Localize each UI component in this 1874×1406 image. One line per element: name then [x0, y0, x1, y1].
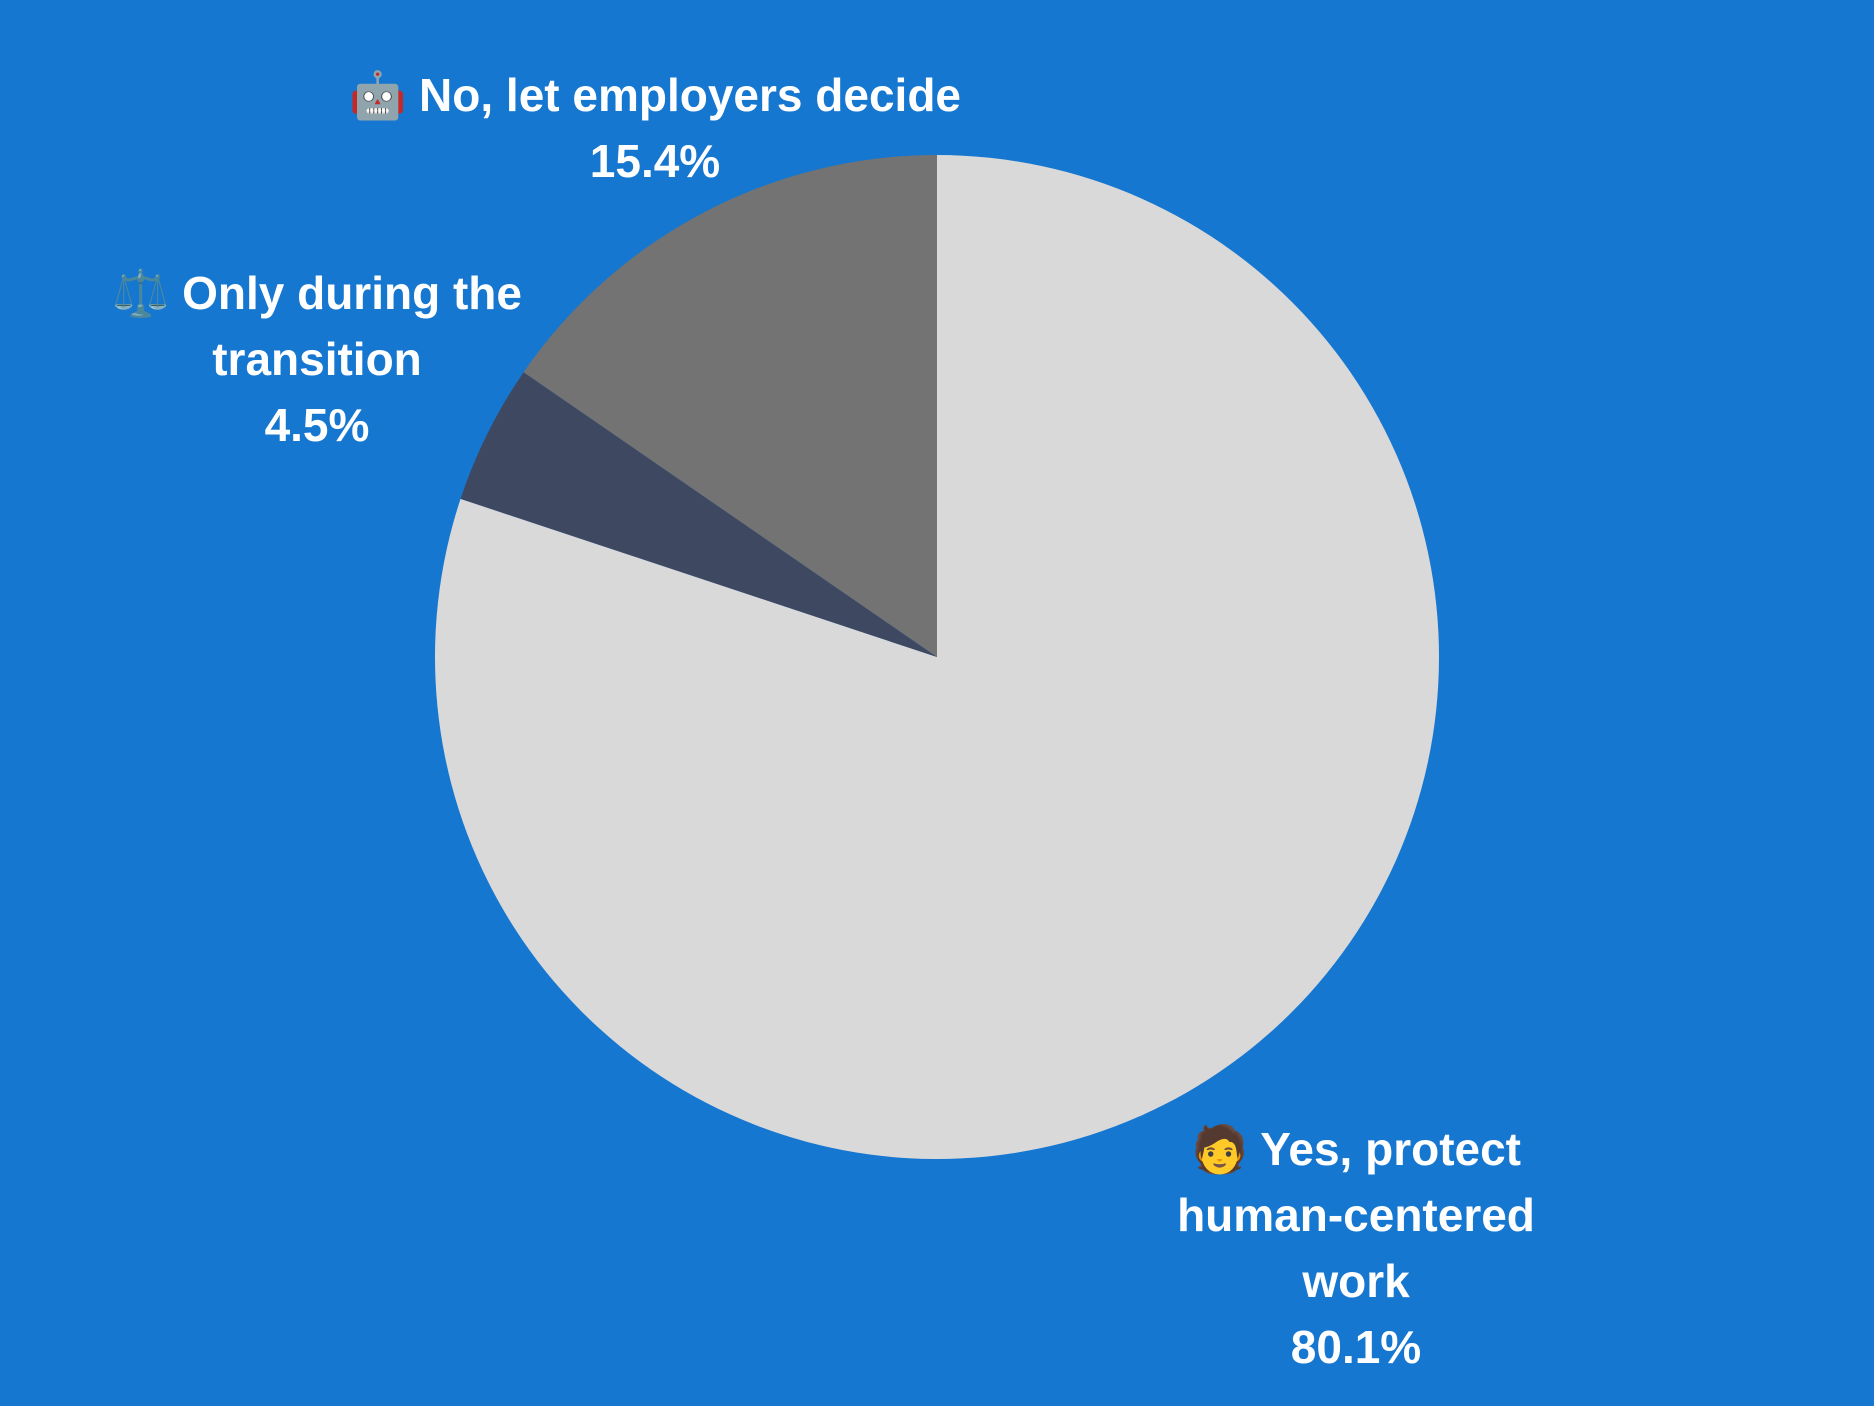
pie-slice [435, 155, 1439, 1160]
value-label: 15.4% [589, 135, 721, 187]
category-label: 🤖 No, let employers decide [348, 69, 961, 121]
category-label: ⚖️ Only during the transition [112, 267, 522, 385]
slice-label: 🧑 Yes, protect human-centered work 80.1% [1136, 1116, 1576, 1380]
category-label: 🧑 Yes, protect human-centered work [1177, 1123, 1535, 1307]
value-label: 80.1% [1290, 1321, 1422, 1373]
slice-label: ⚖️ Only during the transition 4.5% [82, 260, 552, 458]
value-label: 4.5% [264, 399, 370, 451]
pie-slice [523, 155, 937, 657]
slice-label: 🤖 No, let employers decide 15.4% [290, 62, 1020, 194]
pie-slice [460, 372, 937, 657]
